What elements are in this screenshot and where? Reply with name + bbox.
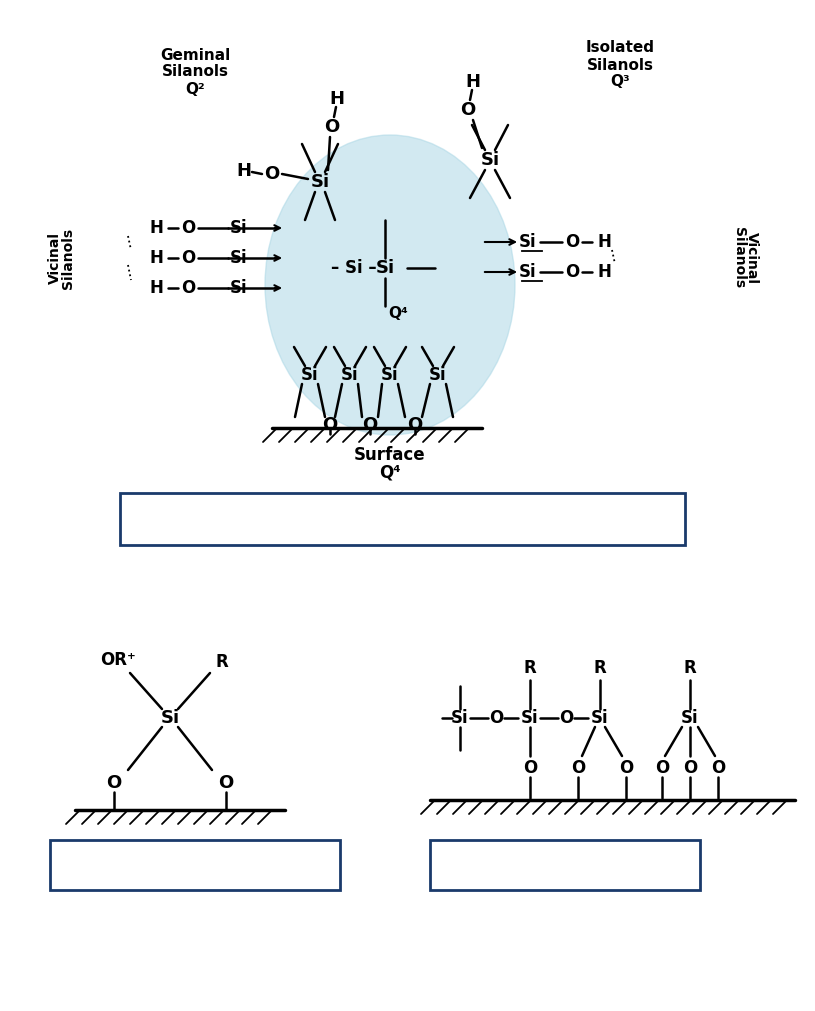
Text: 3: 3 xyxy=(458,850,468,864)
Text: Vicinal: Vicinal xyxy=(48,232,62,284)
Text: O: O xyxy=(408,416,423,434)
Text: Silanols: Silanols xyxy=(161,65,228,80)
Text: Si: Si xyxy=(519,263,537,281)
Text: Qⁿ : Si–(OSi)ₙ(OH)₄₋ₙ,  n=2~4: Qⁿ : Si–(OSi)ₙ(OH)₄₋ₙ, n=2~4 xyxy=(264,510,550,529)
Text: Si: Si xyxy=(521,709,539,727)
Text: O: O xyxy=(559,709,573,727)
Text: Si: Si xyxy=(161,709,179,727)
Text: Silanols: Silanols xyxy=(61,227,75,288)
FancyBboxPatch shape xyxy=(50,840,340,890)
Text: O: O xyxy=(565,233,579,251)
Text: Si: Si xyxy=(591,709,609,727)
Text: H: H xyxy=(597,263,611,281)
Text: Si: Si xyxy=(341,366,359,384)
Text: Q⁴: Q⁴ xyxy=(388,306,408,321)
Text: H: H xyxy=(149,249,163,267)
Text: Si: Si xyxy=(376,259,394,277)
Text: Surface: Surface xyxy=(355,446,425,464)
Text: O: O xyxy=(181,249,195,267)
Text: Vicinal: Vicinal xyxy=(745,232,759,284)
Text: T: T xyxy=(446,855,460,875)
Text: H: H xyxy=(597,233,611,251)
Text: Si: Si xyxy=(311,173,329,191)
Text: R: R xyxy=(523,659,536,677)
Text: (OH)(SiO: (OH)(SiO xyxy=(153,855,249,875)
Text: – Si –: – Si – xyxy=(332,259,377,277)
Text: Si: Si xyxy=(230,249,248,267)
Text: O: O xyxy=(523,759,537,777)
Text: : [Si: : [Si xyxy=(466,855,517,875)
Text: ]: ] xyxy=(621,855,630,875)
Ellipse shape xyxy=(265,135,515,435)
Text: O: O xyxy=(181,219,195,237)
Text: 2: 2 xyxy=(589,864,599,878)
Text: H: H xyxy=(149,219,163,237)
Text: Isolated: Isolated xyxy=(585,40,654,56)
Text: Si: Si xyxy=(480,151,500,169)
Text: 3: 3 xyxy=(611,864,621,878)
Text: Q³: Q³ xyxy=(610,75,630,90)
Text: (SiO: (SiO xyxy=(535,855,581,875)
Text: R: R xyxy=(593,659,606,677)
Text: Si: Si xyxy=(452,709,469,727)
Text: Si: Si xyxy=(381,366,399,384)
Text: O: O xyxy=(218,774,234,792)
Text: Si: Si xyxy=(230,219,248,237)
Text: R: R xyxy=(216,653,228,671)
Text: 2: 2 xyxy=(248,864,258,878)
Text: H: H xyxy=(236,162,252,180)
Text: O: O xyxy=(181,279,195,297)
Text: Q²: Q² xyxy=(185,82,205,96)
Text: H: H xyxy=(465,73,481,91)
Text: T: T xyxy=(65,855,78,875)
Text: O: O xyxy=(363,416,377,434)
Text: OR⁺: OR⁺ xyxy=(100,651,136,669)
FancyBboxPatch shape xyxy=(430,840,700,890)
Text: O: O xyxy=(619,759,633,777)
Text: Geminal: Geminal xyxy=(160,48,230,63)
Text: Silanols: Silanols xyxy=(732,227,746,288)
Text: H: H xyxy=(329,90,345,108)
Text: C: C xyxy=(522,855,536,875)
Text: O: O xyxy=(565,263,579,281)
Text: Si: Si xyxy=(302,366,319,384)
Text: O: O xyxy=(264,165,280,183)
Text: O: O xyxy=(489,709,503,727)
Text: Silanols: Silanols xyxy=(587,58,654,73)
Text: ]: ] xyxy=(281,855,290,875)
Text: Si: Si xyxy=(681,709,698,727)
Text: 2: 2 xyxy=(271,864,280,878)
Text: R: R xyxy=(684,659,696,677)
Text: O: O xyxy=(655,759,669,777)
Text: O: O xyxy=(107,774,121,792)
Text: C: C xyxy=(140,855,154,875)
Text: ): ) xyxy=(258,855,267,875)
Text: H: H xyxy=(149,279,163,297)
Text: Si: Si xyxy=(430,366,447,384)
Text: Si: Si xyxy=(230,279,248,297)
Text: O: O xyxy=(711,759,725,777)
Text: 2: 2 xyxy=(77,850,86,864)
Text: ): ) xyxy=(599,855,608,875)
Text: O: O xyxy=(323,416,337,434)
Text: : [Si: : [Si xyxy=(85,855,136,875)
Text: O: O xyxy=(683,759,697,777)
Text: O: O xyxy=(460,101,476,119)
Text: O: O xyxy=(570,759,585,777)
FancyBboxPatch shape xyxy=(120,493,685,545)
Text: Si: Si xyxy=(519,233,537,251)
Text: O: O xyxy=(324,118,340,136)
Text: Q⁴: Q⁴ xyxy=(379,463,401,481)
